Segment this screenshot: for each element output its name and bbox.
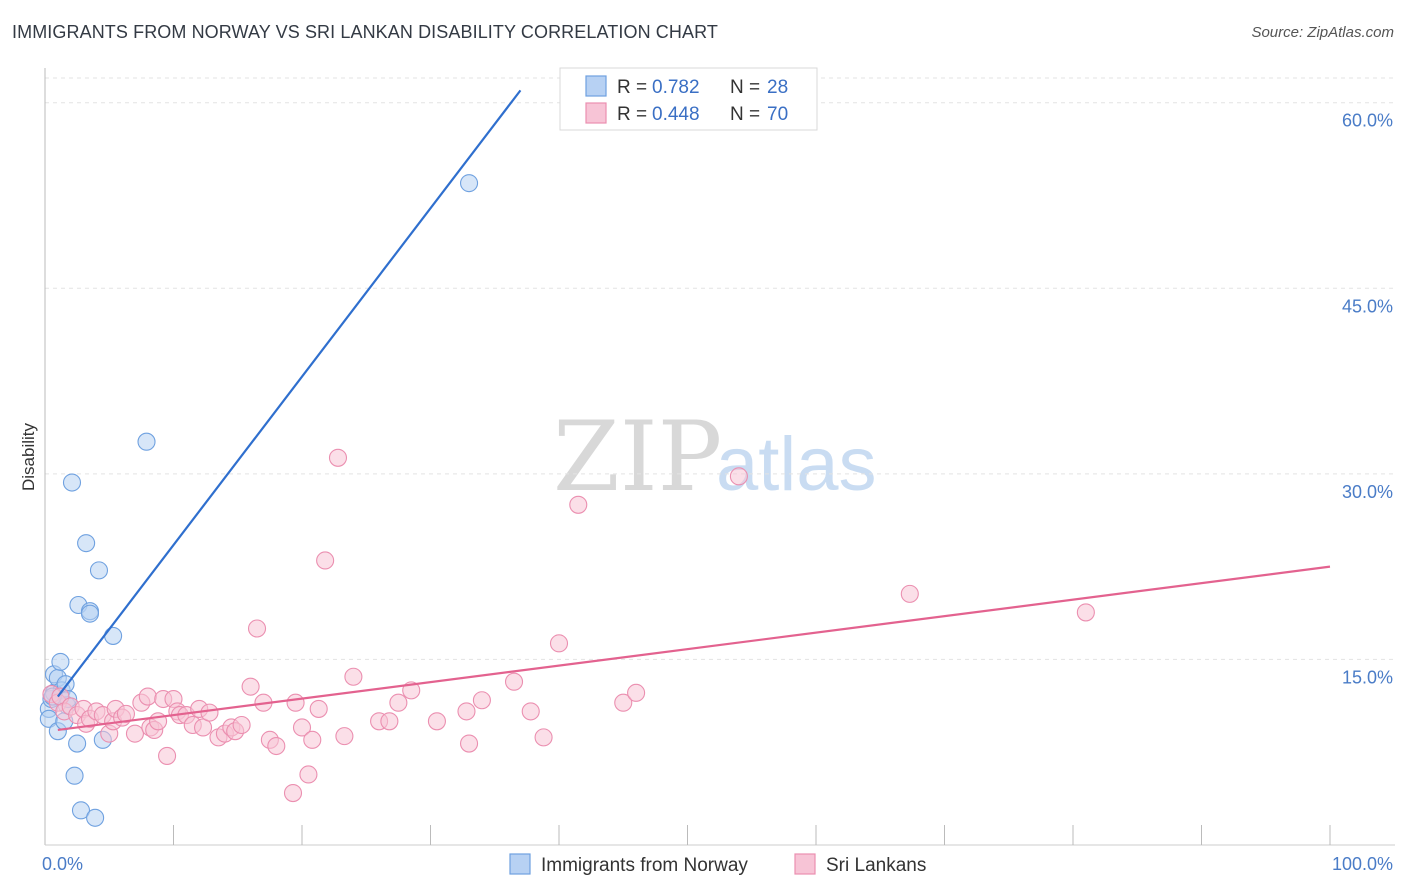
point-norway <box>459 174 479 193</box>
point-norway <box>104 626 123 645</box>
point-srilankan <box>549 634 569 653</box>
watermark-zip: ZIP <box>553 401 722 513</box>
legend-n-label-norway: N = <box>730 77 760 98</box>
point-norway <box>77 534 96 553</box>
legend-n-label-srilankan: N = <box>730 104 760 125</box>
point-srilankan <box>459 734 479 753</box>
point-srilankan <box>116 704 136 723</box>
point-norway <box>65 766 84 785</box>
point-srilankan <box>200 703 219 722</box>
point-srilankan <box>125 724 144 743</box>
point-srilankan <box>627 683 646 702</box>
point-srilankan <box>504 672 524 691</box>
point-norway <box>137 432 156 451</box>
point-norway <box>89 561 109 580</box>
point-srilankan <box>1076 603 1095 622</box>
point-norway <box>68 734 87 753</box>
data-points <box>39 174 1095 827</box>
point-srilankan <box>614 693 633 712</box>
point-srilankan <box>335 727 354 746</box>
bottom-legend-label-norway: Immigrants from Norway <box>541 855 748 876</box>
point-srilankan <box>457 702 476 721</box>
point-srilankan <box>729 467 748 486</box>
point-srilankan <box>534 728 553 747</box>
x-tick-label-max: 100.0% <box>1332 854 1393 874</box>
y-tick-label: 60.0% <box>1342 111 1393 131</box>
x-tick-label-min: 0.0% <box>42 854 83 874</box>
point-srilankan <box>309 699 328 718</box>
x-ticks <box>173 825 1331 845</box>
watermark: ZIP atlas <box>553 401 877 513</box>
trend-line-srilankan <box>57 565 1331 732</box>
gridlines <box>45 77 1395 660</box>
point-norway <box>51 652 70 671</box>
point-srilankan <box>292 718 312 737</box>
legend-r-label-srilankan: R = <box>617 104 647 125</box>
point-srilankan <box>241 677 260 696</box>
point-srilankan <box>316 551 335 570</box>
y-axis-label: Disability <box>19 422 38 491</box>
source-label: Source: ZipAtlas.com <box>1251 24 1394 41</box>
point-srilankan <box>299 765 318 784</box>
point-norway <box>71 801 91 820</box>
legend-r-label-norway: R = <box>617 77 647 98</box>
y-tick-label: 30.0% <box>1342 482 1393 502</box>
point-srilankan <box>303 730 322 749</box>
point-norway <box>62 473 82 492</box>
legend-n-value-norway: 28 <box>767 77 788 98</box>
trend-lines <box>56 89 1331 732</box>
bottom-legend: Immigrants from Norway Sri Lankans <box>509 853 926 876</box>
point-srilankan <box>232 715 251 735</box>
point-srilankan <box>521 702 540 721</box>
point-srilankan <box>158 746 177 765</box>
legend: R = 0.782 N = 28 R = 0.448 N = 70 <box>559 67 818 131</box>
bottom-legend-swatch-srilankan <box>794 853 816 875</box>
trend-line-norway <box>56 89 522 698</box>
point-srilankan <box>283 783 303 803</box>
point-srilankan <box>286 693 305 712</box>
point-srilankan <box>380 712 399 731</box>
legend-swatch-srilankan <box>585 102 607 124</box>
bottom-legend-label-srilankan: Sri Lankans <box>826 855 926 876</box>
point-srilankan <box>344 667 363 686</box>
legend-r-value-norway: 0.782 <box>652 77 700 98</box>
legend-r-value-srilankan: 0.448 <box>652 104 700 125</box>
bottom-legend-swatch-norway <box>509 853 531 875</box>
point-srilankan <box>267 736 286 756</box>
point-norway <box>86 808 105 827</box>
y-tick-label: 45.0% <box>1342 296 1393 316</box>
point-srilankan <box>427 712 446 731</box>
point-srilankan <box>389 693 408 712</box>
point-srilankan <box>472 691 491 710</box>
legend-n-value-srilankan: 70 <box>767 104 788 125</box>
point-srilankan <box>900 584 919 603</box>
legend-swatch-norway <box>585 75 607 97</box>
y-tick-labels: 15.0% 30.0% 45.0% 60.0% <box>1342 111 1393 688</box>
point-srilankan <box>569 495 588 514</box>
y-tick-label: 15.0% <box>1342 667 1393 687</box>
watermark-atlas: atlas <box>716 422 877 507</box>
point-norway <box>80 604 100 623</box>
point-srilankan <box>138 687 157 706</box>
point-srilankan <box>247 619 267 638</box>
chart-title: IMMIGRANTS FROM NORWAY VS SRI LANKAN DIS… <box>12 22 718 42</box>
point-srilankan <box>328 448 348 467</box>
